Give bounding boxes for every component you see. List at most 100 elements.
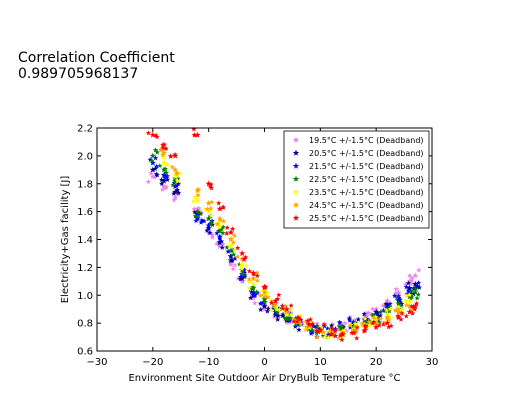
data-point-cloud [347,314,353,320]
data-point [395,300,402,307]
data-point-cloud [163,185,169,191]
data-point-cloud [287,310,294,316]
data-point-cloud [339,323,345,329]
data-point-cloud [305,318,311,324]
data-point-cloud [408,307,414,313]
data-point [149,152,156,159]
data-point-cloud [383,301,389,307]
x-tick-label: 20 [370,357,383,368]
data-point-cloud [381,319,387,325]
data-point-cloud [403,284,409,290]
data-point [205,215,212,222]
data-point [250,275,257,282]
data-point-cloud [164,176,171,183]
data-point-cloud [286,318,293,324]
y-tick-label: 0.8 [77,319,93,330]
data-point-cloud [175,190,182,196]
data-point-cloud [237,274,244,280]
data-point-cloud [160,154,167,160]
data-point-cloud [372,314,379,320]
data-point-cloud [191,206,197,212]
data-point-cloud [387,301,393,307]
data-point-cloud [195,192,201,198]
data-point-cloud [217,235,223,241]
data-point-cloud [330,328,336,334]
legend-marker [292,201,300,208]
legend-entry: 22.5°C +/-1.5°C (Deadband) [309,175,424,184]
data-point-cloud [192,194,198,200]
data-point-cloud [406,285,412,291]
data-point-cloud [262,299,268,305]
data-point-cloud [152,166,158,172]
data-point-cloud [246,285,252,291]
data-point-cloud [405,287,412,293]
x-tick-label: 0 [261,357,267,368]
correlation-label: Correlation Coefficient [18,50,175,66]
data-point-cloud [257,300,264,306]
data-point [160,159,168,166]
data-point-cloud [413,286,419,292]
data-point [172,166,179,173]
data-point-cloud [402,281,409,287]
data-point-cloud [194,196,200,202]
data-point-cloud [376,322,382,328]
data-point [172,188,179,195]
data-point-cloud [231,251,237,257]
data-point [373,324,380,330]
data-point-cloud [384,307,390,313]
data-point-cloud [192,213,198,219]
data-point-cloud [377,316,384,322]
data-point-cloud [208,221,214,227]
data-point-cloud [199,217,205,223]
data-point-cloud [352,317,358,323]
data-point-cloud [395,306,401,312]
data-point-cloud [145,179,151,185]
x-axis-label: Environment Site Outdoor Air DryBulb Tem… [128,373,400,384]
data-point [250,289,257,296]
data-point-cloud [145,130,152,136]
data-point-cloud [224,224,230,230]
data-point-cloud [229,226,236,232]
legend-marker [292,149,300,156]
data-point-cloud [220,218,227,224]
data-point [227,261,235,268]
data-point-cloud [284,316,291,322]
data-point-cloud [253,289,260,295]
data-point-cloud [220,224,226,230]
legend-entry: 20.5°C +/-1.5°C (Deadband) [309,149,424,158]
data-point-cloud [339,334,346,340]
data-point [294,314,302,321]
data-point-cloud [399,310,405,316]
data-point-cloud [265,294,271,300]
data-point-cloud [315,329,322,335]
data-point-cloud [264,290,270,296]
data-point-cloud [236,261,243,267]
data-point-cloud [330,321,336,327]
legend-entry: 19.5°C +/-1.5°C (Deadband) [309,136,424,145]
data-point [160,166,168,173]
data-point-cloud [160,152,166,158]
data-point-cloud [274,306,280,312]
data-point-cloud [235,253,241,259]
data-point-cloud [369,312,376,318]
data-point-cloud [259,300,265,306]
data-point-cloud [375,317,382,323]
data-point-cloud [248,286,254,292]
data-point-cloud [265,305,271,311]
data-point [395,308,402,315]
data-point-cloud [309,329,316,335]
data-point-cloud [292,315,299,321]
data-point [216,222,223,229]
data-point-cloud [293,321,300,327]
data-point-cloud [297,313,304,319]
data-point-cloud [386,324,392,330]
data-point-cloud [242,272,248,278]
data-point-cloud [313,328,320,334]
data-point-cloud [268,300,275,306]
data-point-cloud [349,330,355,336]
data-point-cloud [399,307,405,313]
data-point-cloud [365,321,372,327]
data-point-cloud [403,313,410,319]
data-point [261,289,268,296]
data-point-cloud [159,186,166,192]
